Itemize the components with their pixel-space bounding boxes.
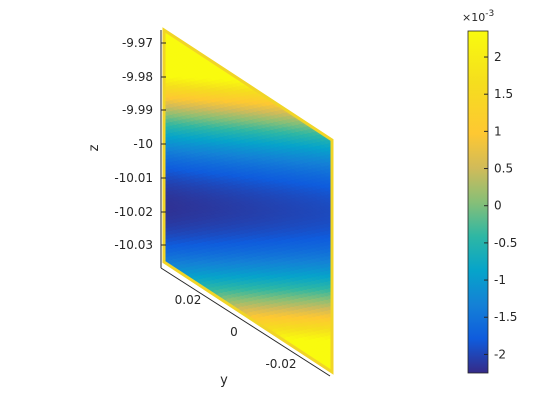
colorbar-tick-label: 1	[494, 124, 502, 138]
z-tick-label: -10.02	[114, 205, 153, 219]
colorbar-tick-label: -0.5	[494, 236, 517, 250]
colorbar-tick-label: -1.5	[494, 310, 517, 324]
y-tick-label: 0.02	[175, 293, 202, 307]
z-tick-label: -10	[133, 137, 153, 151]
colorbar-tick-label: -1	[494, 273, 506, 287]
colorbar-tick-label: 2	[494, 50, 502, 64]
surface	[164, 30, 332, 372]
colorbar-tick-label: 0.5	[494, 162, 513, 176]
colorbar-exponent: ×10-3	[462, 9, 494, 24]
z-tick-label: -10.01	[114, 171, 153, 185]
y-tick-label: -0.02	[265, 357, 296, 371]
colorbar	[467, 30, 489, 374]
colorbar-tick-label: -2	[494, 347, 506, 361]
colorbar-ticks: 2 1.5 1 0.5 0 -0.5 -1 -1.5 -2	[484, 50, 517, 361]
colorbar-tick-label: 0	[494, 199, 502, 213]
y-tick-label: 0	[230, 325, 238, 339]
z-axis-ticks: -9.97 -9.98 -9.99 -10 -10.01 -10.02 -10.03	[114, 36, 166, 252]
z-tick-label: -9.98	[122, 70, 153, 84]
colorbar-tick-label: 1.5	[494, 87, 513, 101]
z-tick-label: -10.03	[114, 238, 153, 252]
surface-outline	[162, 27, 334, 375]
z-tick-label: -9.97	[122, 36, 153, 50]
y-axis-label: y	[220, 373, 228, 388]
y-axis-ticks: 0.02 0 -0.02	[175, 293, 297, 371]
y-axis-line	[160, 267, 331, 377]
z-axis-label: z	[87, 144, 102, 151]
z-tick-label: -9.99	[122, 103, 153, 117]
